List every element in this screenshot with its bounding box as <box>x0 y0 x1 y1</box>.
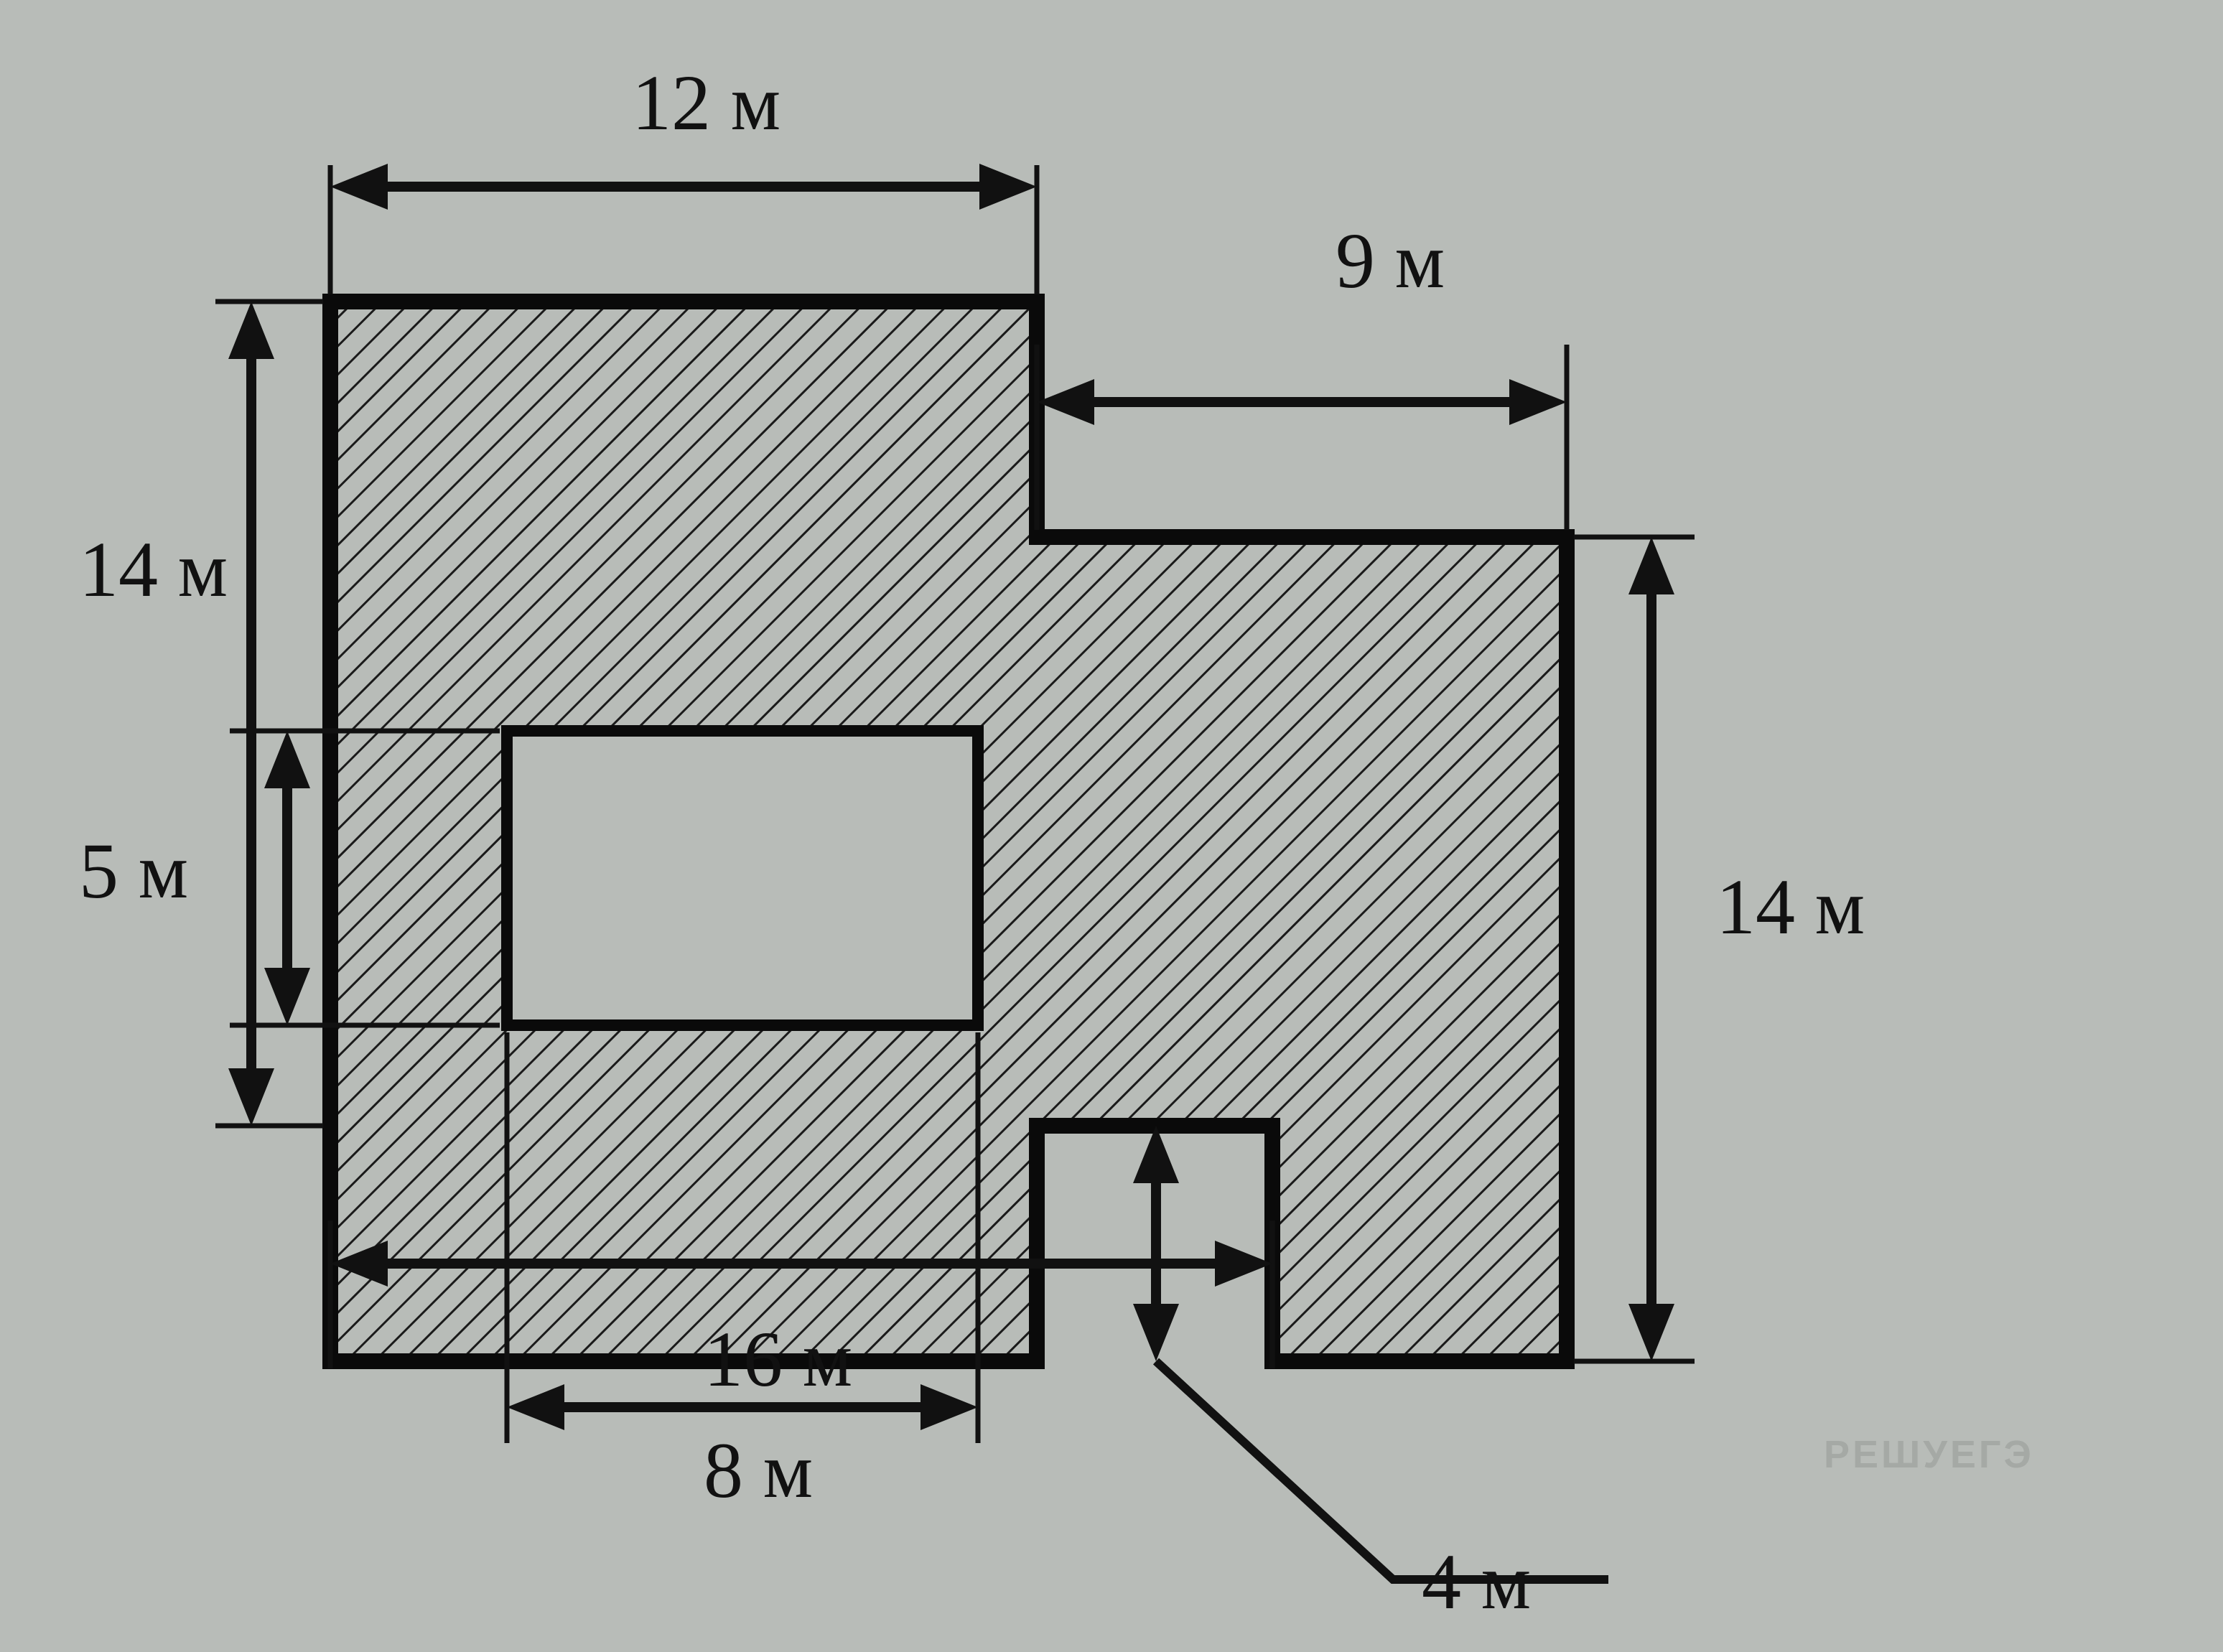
diagram-stage: 12 м 9 м 14 м 5 м 14 м 16 м 8 м 4 м РЕШУ… <box>0 0 2223 1652</box>
dimension-9m <box>1037 345 1567 530</box>
label-12m: 12 м <box>632 57 780 149</box>
watermark: РЕШУЕГЭ <box>1824 1432 2034 1477</box>
label-14m-left: 14 м <box>79 524 228 615</box>
label-14m-right: 14 м <box>1716 862 1865 953</box>
floorplan-hole-outline <box>507 731 978 1025</box>
dimension-14m-left <box>215 302 323 1126</box>
label-5m: 5 м <box>79 826 188 917</box>
floorplan-shape <box>330 302 1567 1361</box>
dimension-12m <box>330 164 1037 294</box>
label-8m: 8 м <box>704 1425 813 1516</box>
label-4m: 4 м <box>1422 1536 1531 1628</box>
label-9m: 9 м <box>1336 215 1445 307</box>
dimension-14m-right <box>1574 537 1695 1361</box>
diagram-svg <box>0 0 2223 1652</box>
label-16m: 16 м <box>704 1314 852 1405</box>
